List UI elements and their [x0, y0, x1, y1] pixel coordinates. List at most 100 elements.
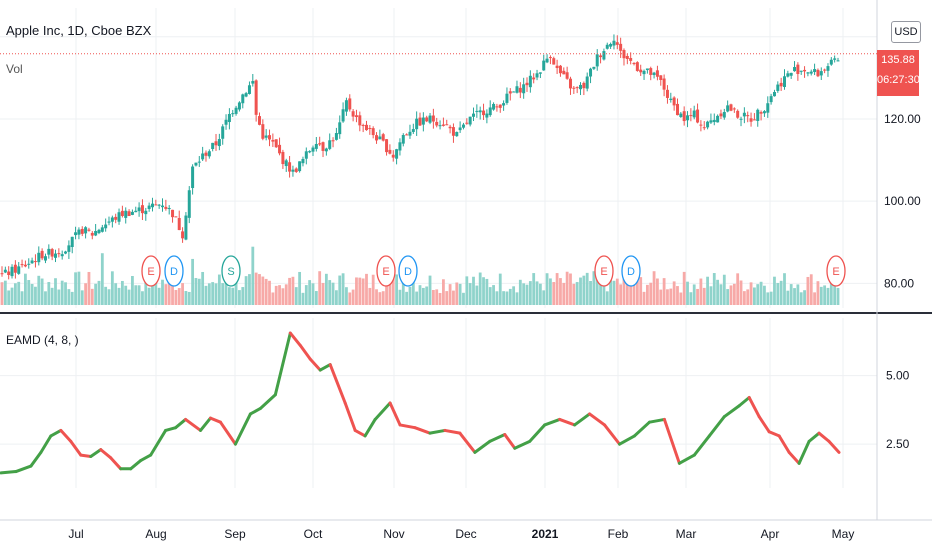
- eamd-line-segment: [603, 423, 622, 446]
- candle-body: [686, 115, 690, 121]
- candle-body: [110, 217, 114, 222]
- eamd-line-segment: [248, 406, 262, 416]
- volume-bar: [475, 285, 479, 305]
- volume-bar: [793, 288, 796, 305]
- candle-body: [779, 82, 783, 87]
- price-axis-label: 120.00: [884, 112, 921, 126]
- volume-bar: [328, 280, 332, 305]
- volume-bar: [495, 291, 499, 305]
- volume-bar: [538, 283, 542, 305]
- candle-body: [472, 113, 476, 117]
- volume-bar: [401, 282, 405, 305]
- eamd-line-segment: [139, 453, 153, 463]
- volume-bar: [806, 276, 810, 305]
- candle-body: [599, 55, 603, 58]
- volume-bar: [816, 281, 820, 305]
- candle-body: [475, 110, 479, 112]
- candle-body: [405, 134, 409, 136]
- eamd-line-segment: [413, 426, 432, 435]
- volume-bar: [114, 283, 118, 305]
- volume-bar: [207, 283, 211, 305]
- candle-body: [505, 93, 509, 103]
- candle-body: [13, 264, 17, 273]
- candle-body: [532, 77, 536, 80]
- candle-body: [3, 269, 7, 273]
- volume-bar: [74, 272, 77, 305]
- eamd-line-segment: [373, 401, 392, 421]
- candle-body: [40, 250, 44, 259]
- candle-body: [348, 98, 352, 110]
- candle-body: [696, 109, 700, 123]
- eamd-line-segment: [388, 401, 402, 427]
- candle-body: [525, 82, 529, 86]
- volume-bar: [696, 288, 699, 305]
- volume-bar: [284, 284, 288, 305]
- volume-bar: [174, 290, 178, 305]
- volume-bar: [261, 276, 265, 305]
- volume-bar: [783, 273, 786, 305]
- candle-body: [291, 169, 295, 172]
- event-marker-e: E: [141, 255, 161, 287]
- candle-body: [191, 166, 195, 189]
- candle-body: [515, 86, 519, 93]
- volume-bar: [408, 286, 412, 305]
- volume-bar: [157, 287, 161, 305]
- volume-bar: [465, 276, 469, 305]
- volume-bar: [258, 274, 261, 305]
- volume-bar: [84, 283, 87, 305]
- volume-bar: [769, 291, 773, 305]
- candle-body: [435, 121, 439, 126]
- candle-body: [736, 110, 740, 118]
- candle-body: [341, 109, 345, 122]
- eamd-line-segment: [618, 434, 636, 446]
- event-marker-circle: [376, 255, 396, 287]
- candle-body: [408, 131, 412, 136]
- candle-body: [625, 56, 629, 59]
- volume-bar: [70, 291, 74, 305]
- candle-body: [766, 103, 770, 113]
- eamd-line-segment: [777, 434, 791, 454]
- candle-body: [381, 134, 385, 141]
- volume-bar: [67, 289, 71, 305]
- eamd-line-segment: [79, 453, 93, 458]
- candle-body: [833, 58, 837, 60]
- currency-button[interactable]: USD: [891, 21, 921, 43]
- candle-body: [468, 116, 472, 125]
- event-marker-circle: [594, 255, 614, 287]
- volume-bar: [572, 283, 576, 305]
- candle-body: [739, 118, 743, 120]
- volume-bar: [609, 271, 613, 305]
- candle-body: [592, 66, 596, 69]
- candle-body: [819, 71, 823, 76]
- time-axis-label: May: [832, 527, 855, 541]
- volume-bar: [311, 283, 315, 305]
- volume-bar: [268, 280, 271, 305]
- volume-bar: [498, 273, 502, 305]
- candle-body: [809, 71, 813, 74]
- volume-bar: [599, 274, 602, 305]
- candle-body: [10, 266, 14, 277]
- event-marker-e: E: [826, 255, 846, 287]
- candle-body: [388, 149, 392, 154]
- volume-bar: [421, 287, 425, 305]
- volume-bar: [120, 280, 124, 305]
- candle-body: [298, 161, 302, 172]
- volume-bar: [505, 291, 509, 305]
- eamd-line-segment: [817, 431, 831, 443]
- volume-bar: [151, 273, 154, 305]
- volume-bar: [615, 278, 619, 305]
- volume-bar: [44, 291, 47, 305]
- volume-bar: [214, 283, 218, 305]
- eamd-line-segment: [807, 431, 821, 443]
- candle-body: [642, 70, 646, 75]
- event-marker-e: E: [594, 255, 614, 287]
- volume-bar: [251, 246, 255, 305]
- candle-body: [772, 91, 776, 97]
- indicator-axis-label: 2.50: [886, 437, 910, 451]
- candle-body: [756, 109, 760, 121]
- volume-bar: [331, 282, 335, 305]
- candle-body: [431, 115, 435, 122]
- eamd-line-segment: [692, 434, 711, 457]
- candle-body: [241, 94, 245, 104]
